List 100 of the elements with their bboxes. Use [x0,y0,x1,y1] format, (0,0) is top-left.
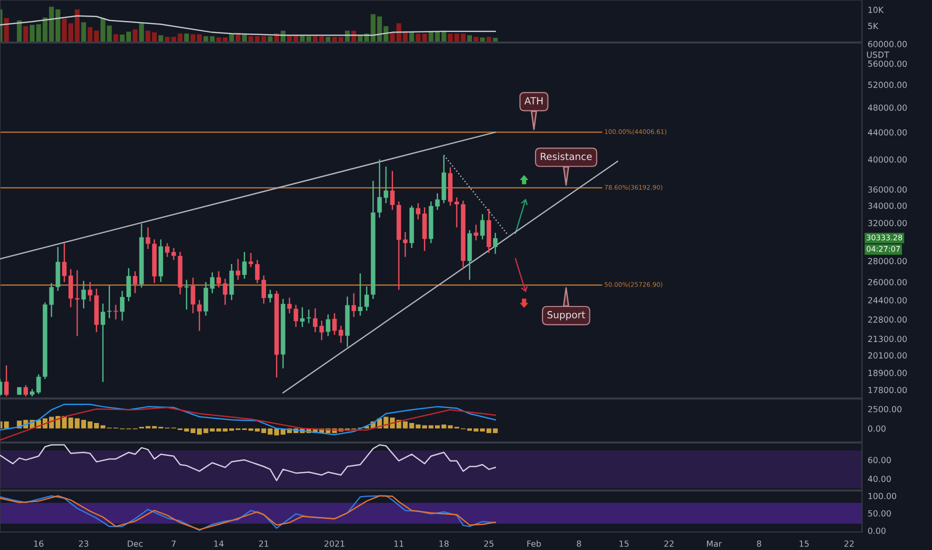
candlestick [132,270,138,294]
bar [139,23,144,42]
bar [23,26,28,42]
bar [467,35,472,42]
candlestick [312,308,318,333]
y-tick-label: 18900.00 [868,370,907,376]
candlestick [68,268,74,308]
y-tick-label: 60.00 [868,456,891,464]
candlestick [416,202,420,220]
candlestick [294,304,298,328]
candlestick [171,247,176,261]
candlestick [222,278,228,306]
x-tick-label: 14 [214,540,224,547]
candlestick [126,268,131,302]
y-tick-label: 100.00 [868,492,896,500]
y-tick-label: 20100.00 [868,352,907,359]
x-tick-label: 15 [620,540,629,547]
y-tick-label: 5K [868,22,878,30]
bar [68,23,74,42]
x-tick-label: 22 [664,540,674,547]
bar [62,18,67,42]
candlestick [390,170,395,210]
bar [81,22,86,42]
y-tick-label: 24400.00 [868,297,907,304]
candlestick [4,364,9,397]
bar [68,418,74,428]
candlestick [146,226,150,250]
line-series [0,444,496,482]
y-tick-label: 60000.00 [868,40,907,48]
bar [113,34,118,42]
y-tick-label: 2500.00 [868,406,902,412]
candlestick [300,306,305,328]
y-tick-label: 0.00 [868,425,886,432]
candlestick [493,232,498,255]
candlestick [255,259,260,284]
x-tick-label: Feb [527,540,541,547]
line-series [0,406,496,441]
x-tick-label: 15 [800,540,809,547]
candlestick [216,270,221,288]
x-tick-label: 8 [576,540,582,547]
candlestick [261,274,266,304]
bar [184,34,189,42]
bar [4,421,9,428]
y-tick-label: 0.00 [868,528,886,534]
bar [132,29,138,42]
candlestick [352,292,356,318]
x-tick-label: Dec [128,540,143,547]
line-series [0,404,496,436]
y-tick-label: 32000.00 [868,220,907,226]
x-tick-label: 25 [484,540,494,547]
y-tick-label: 52000.00 [868,82,907,88]
bar [474,36,478,42]
candlestick [81,280,86,310]
candlestick [100,303,106,383]
candlestick [287,297,292,314]
y-tick-label: 50.00 [868,510,891,517]
x-tick-label: 22 [844,540,854,547]
candlestick [319,320,324,341]
candlestick [358,272,362,316]
x-tick-label: 8 [756,540,762,547]
bar [261,428,266,434]
x-tick-label: 11 [394,540,404,547]
annotation: Resistance [540,152,592,160]
candlestick [210,272,215,294]
candlestick [165,242,170,258]
candlestick [364,286,369,312]
candlestick [204,281,208,316]
x-tick-label: 7 [172,540,176,547]
y-tick-label: 40.00 [868,476,891,482]
y-tick-label: 56000.00 [868,60,907,67]
y-tick-label: 40000.00 [868,156,907,163]
y-axis-title: USDT [867,52,890,58]
y-tick-label: 34000.00 [868,202,907,209]
y-tick-label: 17800.00 [868,386,907,394]
candlestick [248,252,254,268]
candlestick [120,290,124,322]
x-tick-label: 23 [78,540,88,547]
bar [480,37,485,42]
x-tick-label: 2021 [324,540,344,547]
annotation: Support [548,311,586,320]
y-tick-label: 44000.00 [868,129,907,136]
candlestick [474,224,478,241]
bar [486,36,492,42]
bar [326,36,330,42]
candlestick [306,308,312,324]
bar [242,34,247,42]
bar [4,18,9,42]
candlestick [326,314,330,337]
candlestick [403,231,408,258]
bar [402,421,408,428]
candlestick [184,279,189,310]
y-tick-label: 48000.00 [868,104,907,111]
x-tick-label: 16 [34,540,44,547]
candlestick [62,242,67,283]
candlestick [242,251,247,280]
candlestick [36,374,41,395]
y-tick-label: 21300.00 [868,336,907,342]
x-tick-label: Mar [707,540,722,547]
candlestick [480,214,485,240]
candlestick [454,196,459,228]
